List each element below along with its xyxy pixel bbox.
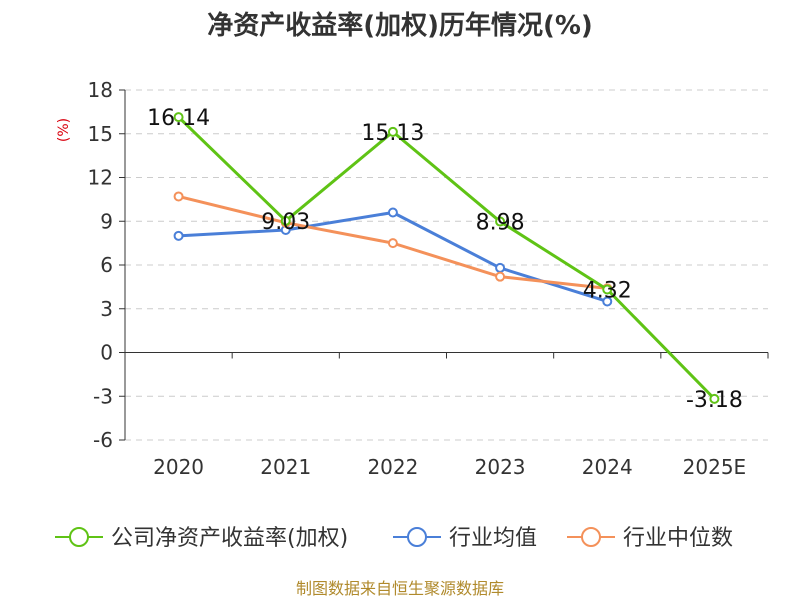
y-tick-label: 15 bbox=[88, 122, 113, 146]
data-labels: 16.14 9.03 15.13 8.98 4.32 -3.18 bbox=[147, 106, 743, 413]
data-point bbox=[602, 284, 613, 295]
y-tick-label: 9 bbox=[100, 209, 113, 233]
y-tick-label: 3 bbox=[100, 297, 113, 321]
y-tick-label: 0 bbox=[100, 341, 113, 365]
data-point bbox=[495, 271, 506, 282]
source-note: 制图数据来自恒生聚源数据库 bbox=[296, 579, 504, 598]
y-tick-label: -3 bbox=[93, 384, 113, 408]
legend-marker-2[interactable] bbox=[581, 527, 601, 547]
series-line-1 bbox=[178, 211, 608, 303]
x-tick-label: 2025E bbox=[683, 455, 747, 479]
series-layer bbox=[173, 112, 720, 404]
x-tick-label: 2020 bbox=[153, 455, 204, 479]
x-tick-label: 2024 bbox=[582, 455, 633, 479]
axes: -6 -3 0 3 6 9 12 15 18 2020 2021 2022 2023 2024 2025E bbox=[88, 78, 769, 479]
y-tick-label: 6 bbox=[100, 253, 113, 277]
legend-label-2[interactable]: 行业中位数 bbox=[623, 526, 733, 551]
data-point bbox=[602, 296, 613, 307]
series-line-0 bbox=[177, 116, 716, 400]
legend-label-0[interactable]: 公司净资产收益率(加权) bbox=[111, 526, 348, 551]
y-tick-label: 18 bbox=[88, 78, 113, 102]
legend-marker-0[interactable] bbox=[69, 527, 89, 547]
legend-marker-1[interactable] bbox=[407, 527, 427, 547]
legend[interactable]: 公司净资产收益率(加权) 行业均值 行业中位数 bbox=[55, 526, 733, 551]
data-label: 4.32 bbox=[583, 279, 632, 304]
data-label: 9.03 bbox=[261, 210, 310, 235]
data-point bbox=[495, 262, 506, 273]
data-point bbox=[173, 230, 184, 241]
x-tick-label: 2022 bbox=[367, 455, 418, 479]
grid bbox=[125, 89, 768, 441]
data-point bbox=[387, 207, 398, 218]
data-point bbox=[709, 393, 720, 404]
data-label: 15.13 bbox=[361, 121, 424, 146]
y-tick-label: 12 bbox=[88, 166, 113, 190]
y-tick-label: -6 bbox=[93, 428, 113, 452]
data-point bbox=[387, 126, 398, 137]
data-label: -3.18 bbox=[686, 388, 743, 413]
x-tick-label: 2021 bbox=[260, 455, 311, 479]
data-point bbox=[173, 112, 184, 123]
data-point bbox=[495, 216, 506, 227]
chart-title: 净资产收益率(加权)历年情况(%) bbox=[207, 10, 593, 41]
y-axis-label: (%) bbox=[56, 118, 72, 142]
legend-label-1[interactable]: 行业均值 bbox=[449, 526, 537, 551]
data-label: 16.14 bbox=[147, 106, 210, 131]
x-tick-label: 2023 bbox=[475, 455, 526, 479]
data-point bbox=[387, 238, 398, 249]
data-point bbox=[173, 191, 184, 202]
data-point bbox=[280, 215, 291, 226]
data-label: 8.98 bbox=[476, 211, 525, 236]
